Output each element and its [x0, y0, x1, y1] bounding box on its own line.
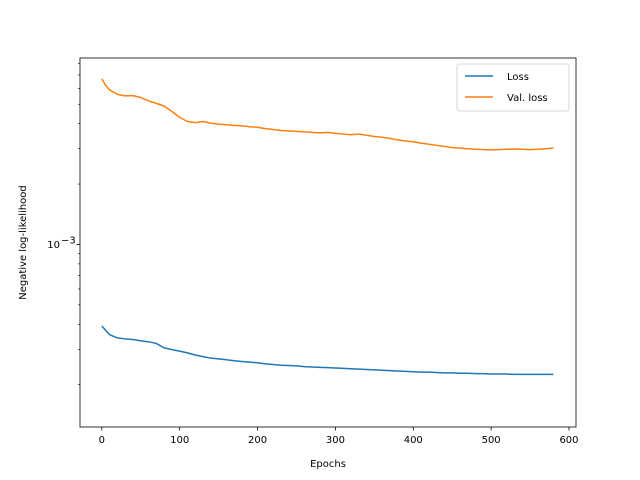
x-tick-label: 500 — [482, 435, 501, 446]
x-tick-label: 0 — [99, 435, 105, 446]
legend: Loss Val. loss — [456, 63, 570, 112]
legend-label-val-loss: Val. loss — [507, 93, 548, 104]
x-axis: 0 100 200 300 400 500 600 — [99, 427, 579, 446]
series-line-val-loss — [101, 78, 554, 151]
series-line-loss — [101, 325, 554, 376]
y-tick-label: 10 — [47, 240, 60, 251]
legend-label-loss: Loss — [507, 72, 529, 83]
y-tick-label-exponent: −3 — [61, 235, 76, 246]
plot-background — [80, 58, 576, 427]
y-axis-label: Negative log-likelihood — [18, 185, 29, 300]
y-axis: 10 −3 — [47, 62, 80, 385]
series-layer — [101, 78, 554, 376]
x-tick-label: 100 — [170, 435, 189, 446]
x-axis-label: Epochs — [310, 459, 346, 470]
x-tick-label: 300 — [326, 435, 345, 446]
x-tick-label: 400 — [404, 435, 423, 446]
plot-frame — [79, 57, 577, 428]
x-tick-label: 200 — [248, 435, 267, 446]
x-tick-label: 600 — [559, 435, 578, 446]
